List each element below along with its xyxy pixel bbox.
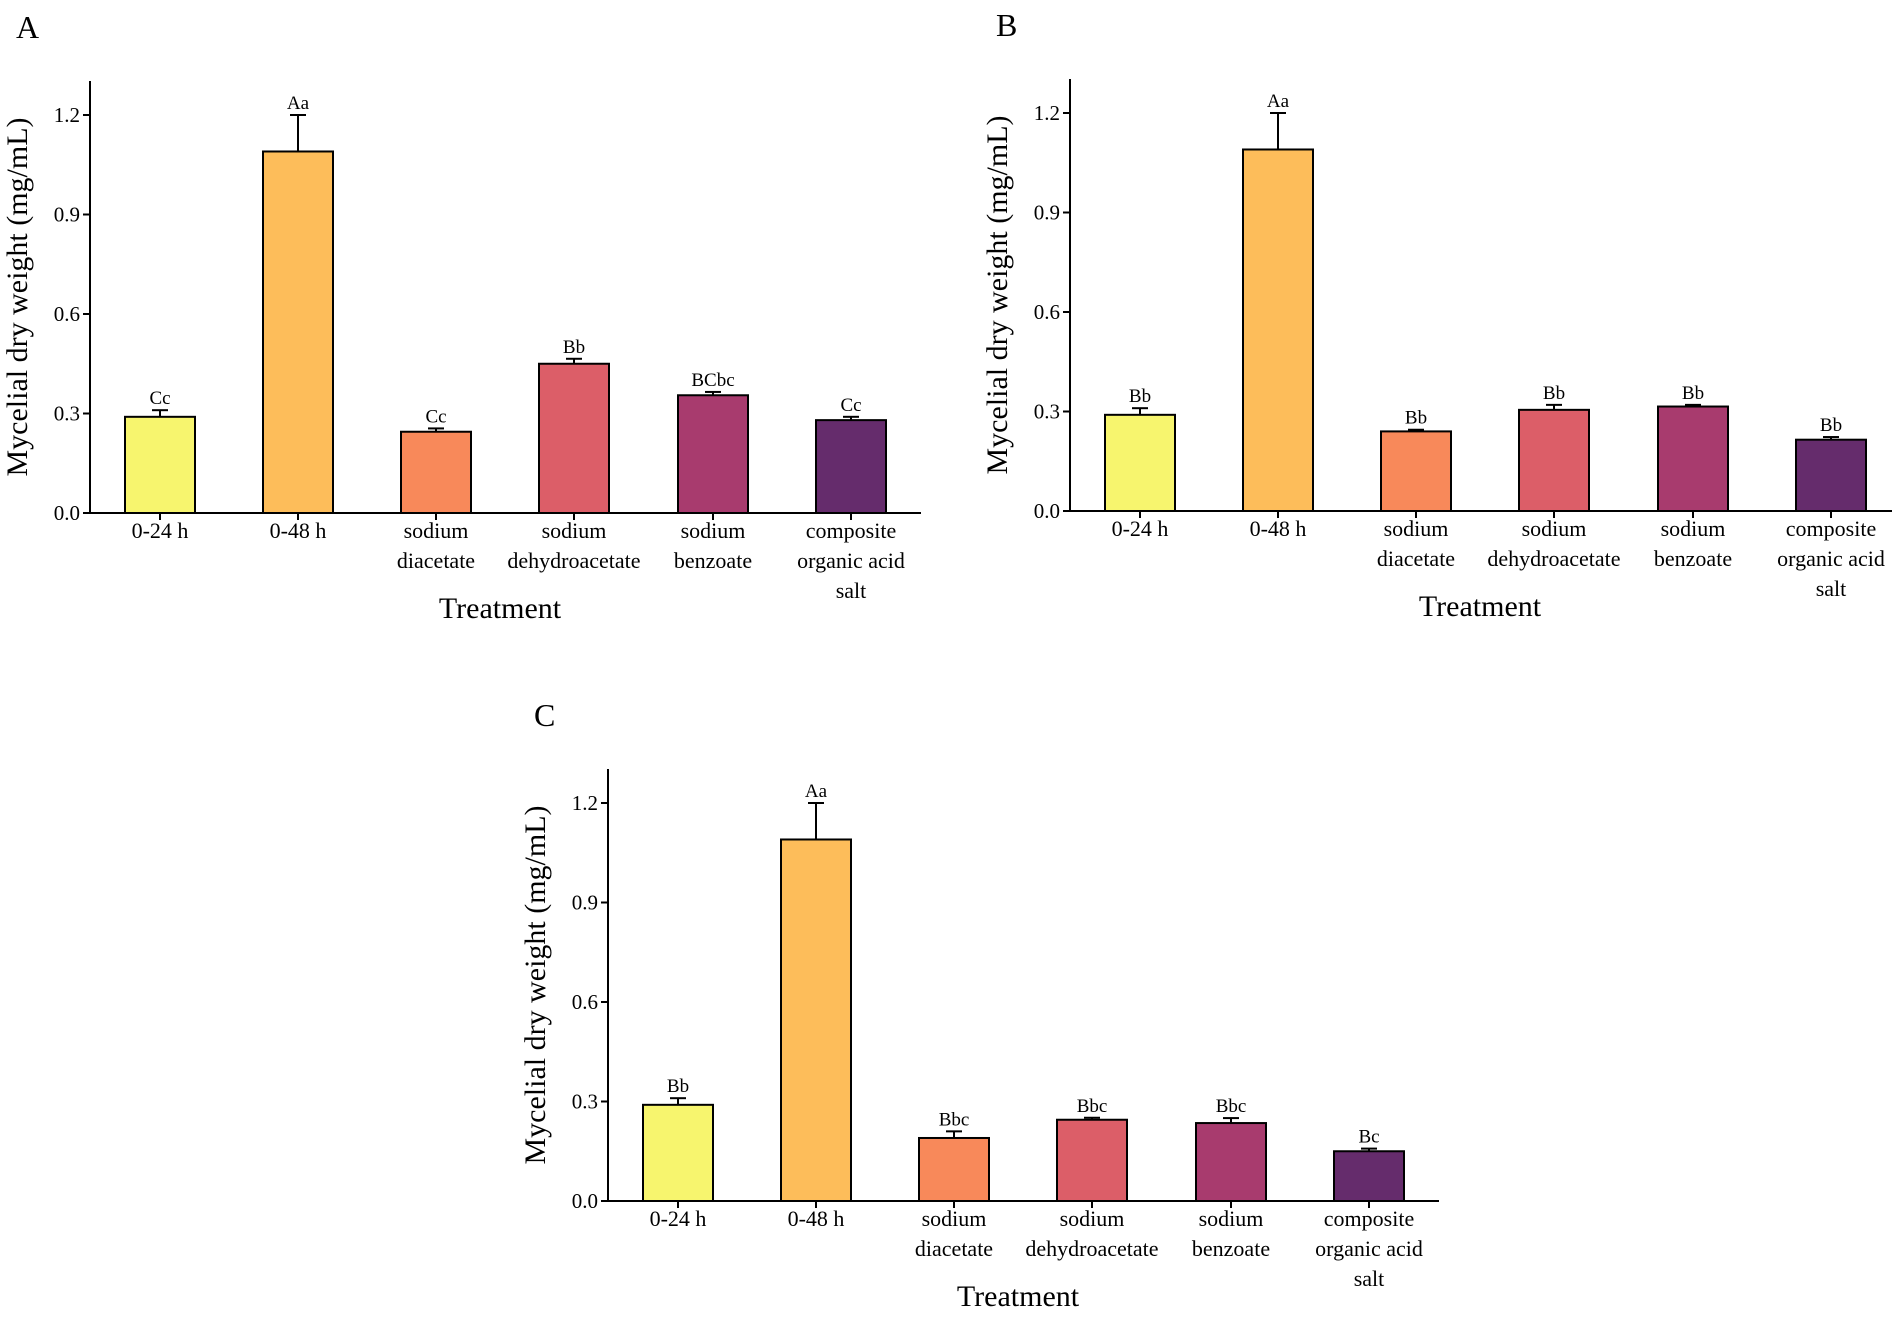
y-tick-label: 0.3: [572, 1090, 598, 1114]
panel-label: A: [16, 9, 39, 45]
significance-label: Cc: [840, 395, 861, 416]
x-tick-label: sodium: [1522, 516, 1587, 541]
bar: [262, 150, 334, 514]
y-tick-label: 0.9: [54, 203, 80, 227]
y-tick-label: 1.2: [54, 103, 80, 127]
significance-label: Cc: [425, 406, 446, 427]
x-tick-label: sodium: [1661, 516, 1726, 541]
y-axis-title: Mycelial dry weight (mg/mL): [981, 115, 1014, 474]
significance-label: Bbc: [939, 1109, 970, 1130]
x-tick-label: organic acid: [1777, 546, 1885, 571]
x-tick-label: 0-24 h: [132, 518, 189, 543]
bar: [1195, 1122, 1267, 1202]
y-tick-label: 0.3: [54, 402, 80, 426]
x-tick-label: sodium: [1384, 516, 1449, 541]
x-tick-label: salt: [1354, 1266, 1385, 1291]
x-tick-label: dehydroacetate: [1487, 546, 1620, 571]
x-tick-label: benzoate: [674, 548, 752, 573]
bar: [124, 415, 196, 515]
bar: [1795, 438, 1867, 513]
bar: [1104, 413, 1176, 513]
significance-label: Cc: [149, 388, 170, 409]
x-tick-label: sodium: [681, 518, 746, 543]
x-tick-label: benzoate: [1654, 546, 1732, 571]
x-tick-label: 0-24 h: [650, 1206, 707, 1231]
y-axis-title: Mycelial dry weight (mg/mL): [519, 805, 552, 1164]
y-tick-label: 0.6: [1034, 300, 1060, 324]
panel-b: B Bb 0-24 h Aa 0-48 h Bb sodium diacetate Bb sodi…: [981, 7, 1892, 623]
x-tick-label: dehydroacetate: [1025, 1236, 1158, 1261]
x-axis-title: Treatment: [439, 592, 562, 625]
x-tick-label: salt: [836, 578, 867, 603]
significance-label: Bb: [1129, 386, 1151, 407]
panel-label: C: [534, 697, 555, 733]
significance-label: Bc: [1358, 1127, 1379, 1148]
y-tick-label: 0.6: [54, 302, 80, 326]
y-tick-label: 0.0: [572, 1189, 598, 1213]
significance-label: Bb: [1543, 383, 1565, 404]
x-tick-label: organic acid: [797, 548, 905, 573]
x-tick-label: 0-48 h: [270, 518, 327, 543]
x-tick-label: sodium: [1199, 1206, 1264, 1231]
x-tick-label: sodium: [922, 1206, 987, 1231]
y-tick-label: 1.2: [1034, 101, 1060, 125]
bar: [1380, 430, 1452, 512]
significance-label: Bb: [1405, 408, 1427, 429]
bar: [1056, 1118, 1128, 1202]
significance-label: BCbc: [691, 370, 734, 391]
x-tick-label: composite: [1324, 1206, 1414, 1231]
x-tick-label: diacetate: [915, 1236, 993, 1261]
bar: [815, 419, 887, 514]
x-tick-label: sodium: [1060, 1206, 1125, 1231]
significance-label: Bb: [667, 1076, 689, 1097]
bar: [1518, 408, 1590, 513]
y-tick-label: 1.2: [572, 791, 598, 815]
panel-c: C Bb 0-24 h Aa 0-48 h Bbc sodium diacetate Bbc so…: [519, 697, 1439, 1313]
significance-label: Aa: [805, 781, 828, 802]
y-tick-label: 0.0: [54, 501, 80, 525]
x-tick-label: sodium: [542, 518, 607, 543]
x-tick-label: salt: [1816, 576, 1847, 601]
x-tick-label: 0-24 h: [1112, 516, 1169, 541]
x-tick-label: benzoate: [1192, 1236, 1270, 1261]
y-tick-label: 0.3: [1034, 400, 1060, 424]
x-axis-title: Treatment: [957, 1280, 1080, 1313]
y-tick-label: 0.9: [572, 891, 598, 915]
significance-label: Bbc: [1077, 1096, 1108, 1117]
significance-label: Aa: [1267, 91, 1290, 112]
bar: [780, 838, 852, 1202]
x-tick-label: composite: [1786, 516, 1876, 541]
significance-label: Bb: [1682, 383, 1704, 404]
significance-label: Bbc: [1216, 1096, 1247, 1117]
bar: [538, 362, 610, 514]
panel-label: B: [996, 7, 1017, 43]
x-axis-title: Treatment: [1419, 590, 1542, 623]
bar: [918, 1136, 990, 1203]
x-tick-label: organic acid: [1315, 1236, 1423, 1261]
x-tick-label: composite: [806, 518, 896, 543]
significance-label: Bb: [1820, 415, 1842, 436]
y-tick-label: 0.6: [572, 990, 598, 1014]
x-tick-label: 0-48 h: [1250, 516, 1307, 541]
x-tick-label: dehydroacetate: [507, 548, 640, 573]
x-tick-label: 0-48 h: [788, 1206, 845, 1231]
bar: [1333, 1150, 1405, 1202]
bar: [1242, 148, 1314, 512]
panel-a: A Cc 0-24 h Aa 0-48 h Cc sodium diacetate Bb sodi…: [1, 9, 921, 625]
x-tick-label: sodium: [404, 518, 469, 543]
significance-label: Bb: [563, 337, 585, 358]
bar: [400, 430, 472, 514]
significance-label: Aa: [287, 93, 310, 114]
y-tick-label: 0.0: [1034, 499, 1060, 523]
bar: [1657, 405, 1729, 512]
y-axis-title: Mycelial dry weight (mg/mL): [1, 117, 34, 476]
x-tick-label: diacetate: [397, 548, 475, 573]
bar: [642, 1103, 714, 1203]
x-tick-label: diacetate: [1377, 546, 1455, 571]
bar: [677, 394, 749, 514]
y-tick-label: 0.9: [1034, 201, 1060, 225]
